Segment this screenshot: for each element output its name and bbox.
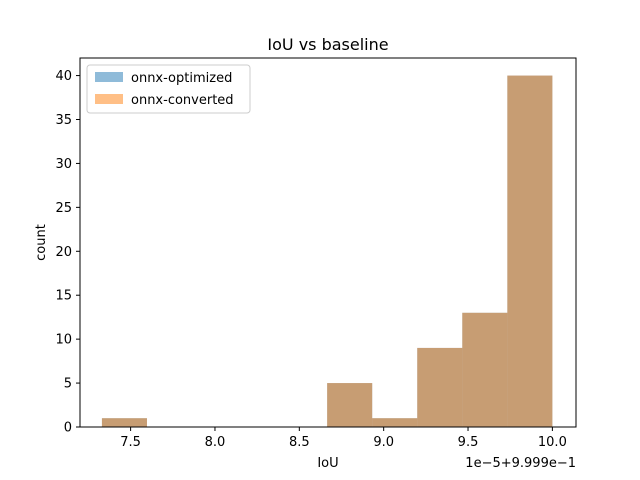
- legend: onnx-optimized onnx-converted: [86, 64, 251, 114]
- x-tick-label: 9.0: [373, 435, 394, 450]
- legend-label-onnx-converted: onnx-converted: [131, 93, 234, 108]
- bar-onnx-converted-bin-8: [462, 312, 508, 427]
- legend-frame: [86, 64, 251, 114]
- y-ticks-group: 0 5 10 15 20 25 30 35 40: [55, 69, 80, 436]
- bar-onnx-converted-bin-0: [101, 418, 147, 427]
- x-tick-label: 8.0: [205, 435, 226, 450]
- y-tick-label: 35: [55, 113, 72, 128]
- x-tick-label: 9.5: [458, 435, 479, 450]
- y-tick-label: 25: [55, 201, 72, 216]
- x-ticks-group: 7.5 8.0 8.5 9.0 9.5 10.0: [120, 427, 567, 450]
- y-tick-label: 10: [55, 333, 72, 348]
- chart-title: IoU vs baseline: [267, 35, 388, 54]
- legend-swatch-onnx-converted: [95, 94, 123, 104]
- x-axis-offset-text: 1e−5+9.999e−1: [465, 456, 576, 471]
- axes-frame: [79, 57, 577, 428]
- y-tick-label: 0: [64, 421, 72, 436]
- bar-onnx-converted-bin-7: [417, 347, 463, 427]
- y-tick-label: 20: [55, 245, 72, 260]
- bar-onnx-converted-bin-9: [507, 75, 553, 428]
- bar-onnx-converted-bin-6: [372, 418, 418, 427]
- y-axis-label: count: [34, 224, 49, 261]
- bar-onnx-converted-bin-5: [327, 383, 373, 427]
- x-axis-label: IoU: [317, 456, 338, 471]
- bars-group: [101, 75, 553, 428]
- y-tick-label: 30: [55, 157, 72, 172]
- legend-label-onnx-optimized: onnx-optimized: [131, 71, 232, 86]
- y-tick-label: 15: [55, 289, 72, 304]
- y-tick-label: 5: [64, 377, 72, 392]
- legend-swatch-onnx-optimized: [95, 72, 123, 82]
- x-tick-label: 8.5: [289, 435, 310, 450]
- x-tick-label: 7.5: [120, 435, 141, 450]
- x-tick-label: 10.0: [538, 435, 567, 450]
- y-tick-label: 40: [55, 69, 72, 84]
